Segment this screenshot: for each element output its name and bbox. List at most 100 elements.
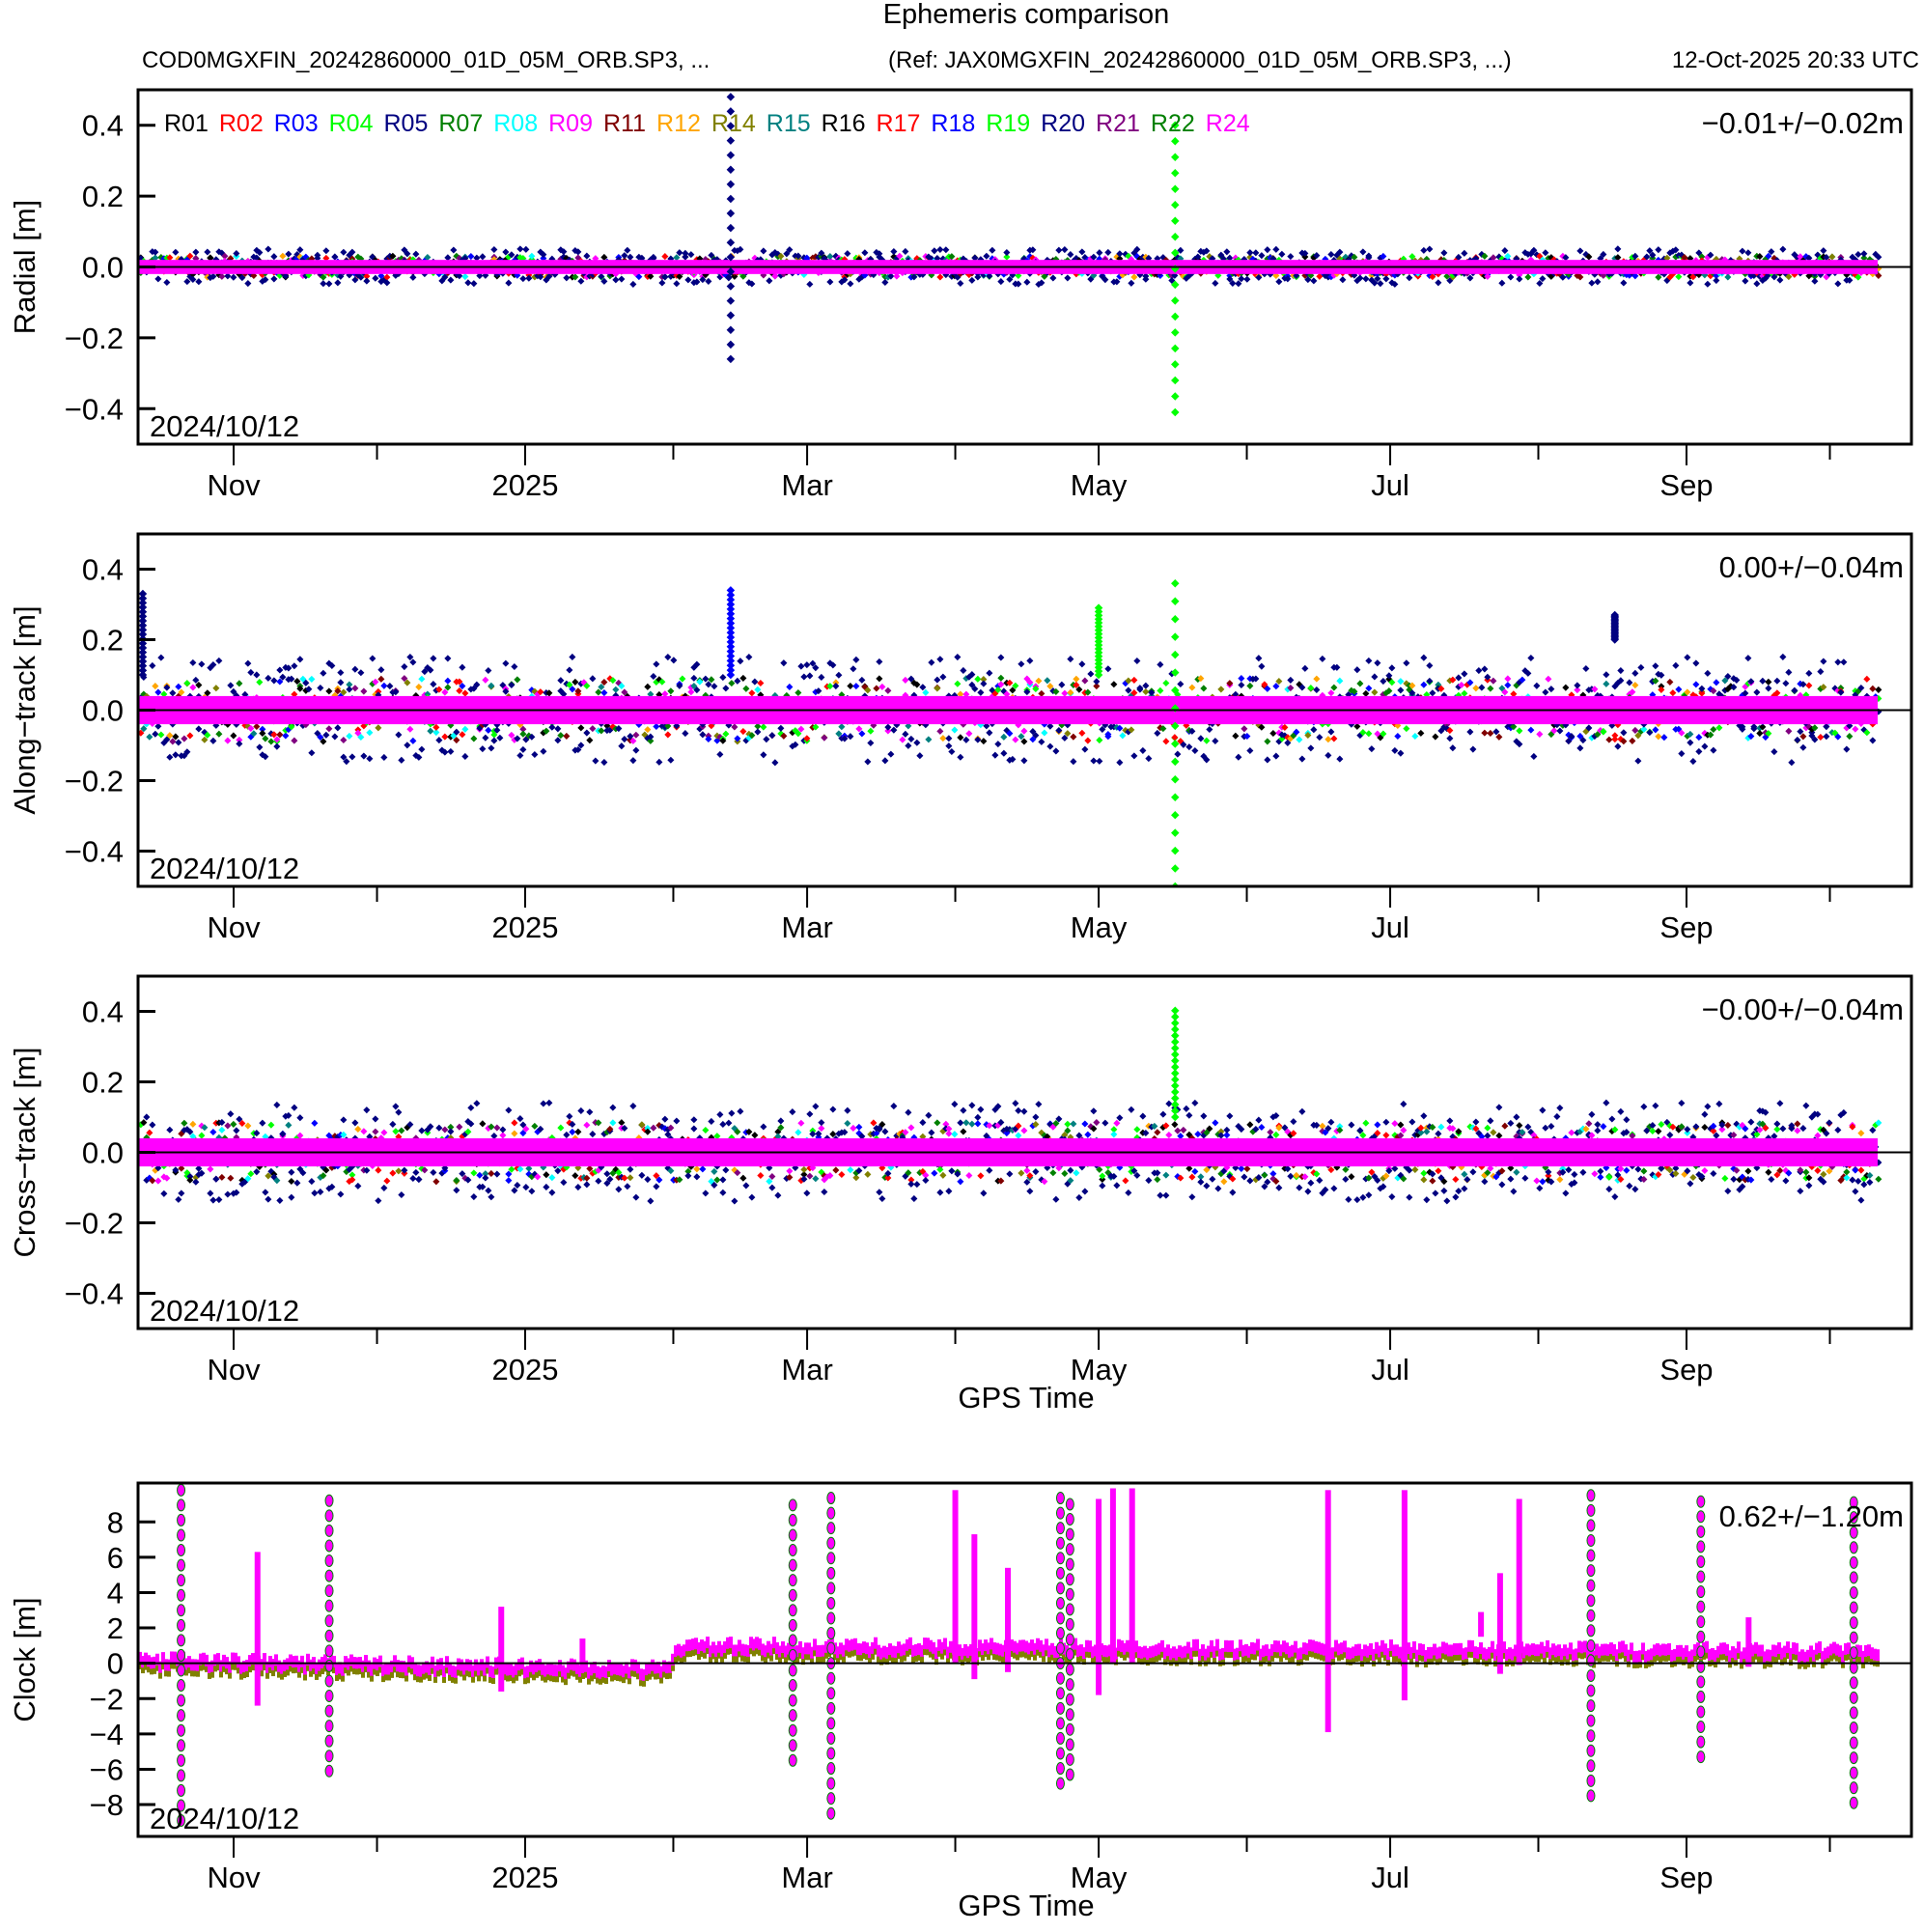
data-point — [1576, 247, 1584, 255]
data-point — [925, 736, 933, 743]
data-point — [1779, 245, 1787, 253]
data-point — [1860, 254, 1868, 262]
data-point — [508, 1165, 516, 1173]
data-point — [1594, 278, 1602, 286]
data-point — [1820, 247, 1827, 255]
data-point — [881, 1128, 889, 1135]
data-point — [748, 1193, 756, 1201]
data-point — [600, 759, 608, 767]
data-point — [432, 1178, 440, 1186]
data-point — [797, 1119, 805, 1127]
data-point — [1820, 658, 1827, 665]
y-tick-label: 0.0 — [82, 694, 124, 728]
data-point — [974, 1120, 982, 1128]
data-point — [624, 1183, 631, 1190]
data-point — [1145, 755, 1153, 763]
data-point — [1420, 654, 1428, 661]
data-point — [334, 687, 342, 695]
data-point — [1154, 1169, 1161, 1177]
spike-point — [726, 591, 736, 600]
data-point — [711, 683, 718, 690]
data-point — [627, 1165, 634, 1173]
data-point — [609, 677, 617, 685]
data-point — [803, 661, 811, 669]
data-point — [375, 1197, 382, 1205]
data-point — [363, 1106, 371, 1114]
data-point — [858, 1133, 866, 1140]
data-point — [1797, 728, 1804, 736]
data-point — [612, 276, 620, 284]
data-point — [195, 725, 203, 733]
data-point — [786, 1173, 794, 1181]
spike-point — [726, 628, 736, 637]
data-point — [467, 253, 475, 261]
data-point — [444, 655, 452, 662]
data-point — [682, 253, 689, 261]
data-point — [974, 1113, 982, 1121]
data-point — [288, 675, 295, 683]
data-point — [1666, 678, 1674, 686]
data-point — [459, 731, 466, 739]
data-point — [212, 1175, 220, 1183]
data-point — [322, 247, 330, 255]
spike-point — [726, 253, 736, 262]
data-point — [1504, 252, 1512, 260]
data-point — [1093, 683, 1101, 690]
data-point — [230, 1120, 237, 1128]
data-point — [499, 1126, 507, 1134]
data-point — [1759, 677, 1767, 685]
data-point — [189, 658, 197, 666]
data-point — [699, 1165, 707, 1173]
data-point — [739, 1174, 747, 1182]
data-point — [748, 732, 756, 740]
data-point — [1663, 254, 1671, 262]
data-point — [461, 689, 469, 697]
data-point — [563, 732, 571, 740]
data-point — [1090, 757, 1098, 765]
data-point — [1327, 728, 1335, 736]
data-point — [962, 1119, 970, 1127]
data-point — [1472, 685, 1480, 692]
data-point — [829, 661, 837, 669]
data-point — [499, 1132, 507, 1139]
data-point — [1782, 680, 1790, 687]
data-point — [737, 245, 744, 253]
data-point — [1012, 682, 1019, 689]
data-point — [1133, 1126, 1141, 1134]
data-point — [826, 278, 834, 286]
data-point — [1261, 1183, 1269, 1190]
data-point — [864, 758, 872, 766]
data-point — [412, 1168, 420, 1176]
data-point — [902, 730, 909, 738]
data-point — [421, 668, 429, 676]
data-point — [207, 1165, 214, 1173]
data-point — [1823, 253, 1830, 262]
data-point — [160, 1190, 168, 1197]
data-point — [152, 683, 159, 690]
data-point — [209, 1196, 217, 1204]
data-point — [230, 273, 237, 281]
data-point — [745, 1128, 753, 1135]
data-point — [1446, 735, 1454, 742]
data-point — [218, 1126, 226, 1134]
data-point — [1191, 746, 1199, 755]
data-point — [774, 1133, 782, 1140]
data-point — [1258, 662, 1266, 670]
data-point — [293, 1179, 301, 1187]
data-point — [1388, 679, 1396, 686]
data-point — [317, 1188, 324, 1195]
data-point — [713, 1176, 721, 1184]
spike-point — [1171, 280, 1180, 290]
data-point — [890, 248, 898, 256]
data-point — [968, 276, 976, 284]
data-point — [907, 1180, 915, 1188]
data-point — [1408, 253, 1416, 261]
data-point — [664, 722, 672, 730]
data-point — [1261, 1171, 1269, 1179]
y-axis-label: Along−track [m] — [8, 605, 42, 814]
data-point — [841, 1129, 849, 1136]
data-point — [1875, 253, 1882, 261]
data-point — [259, 725, 266, 733]
spike-point — [1094, 603, 1103, 612]
data-point — [1698, 685, 1706, 692]
